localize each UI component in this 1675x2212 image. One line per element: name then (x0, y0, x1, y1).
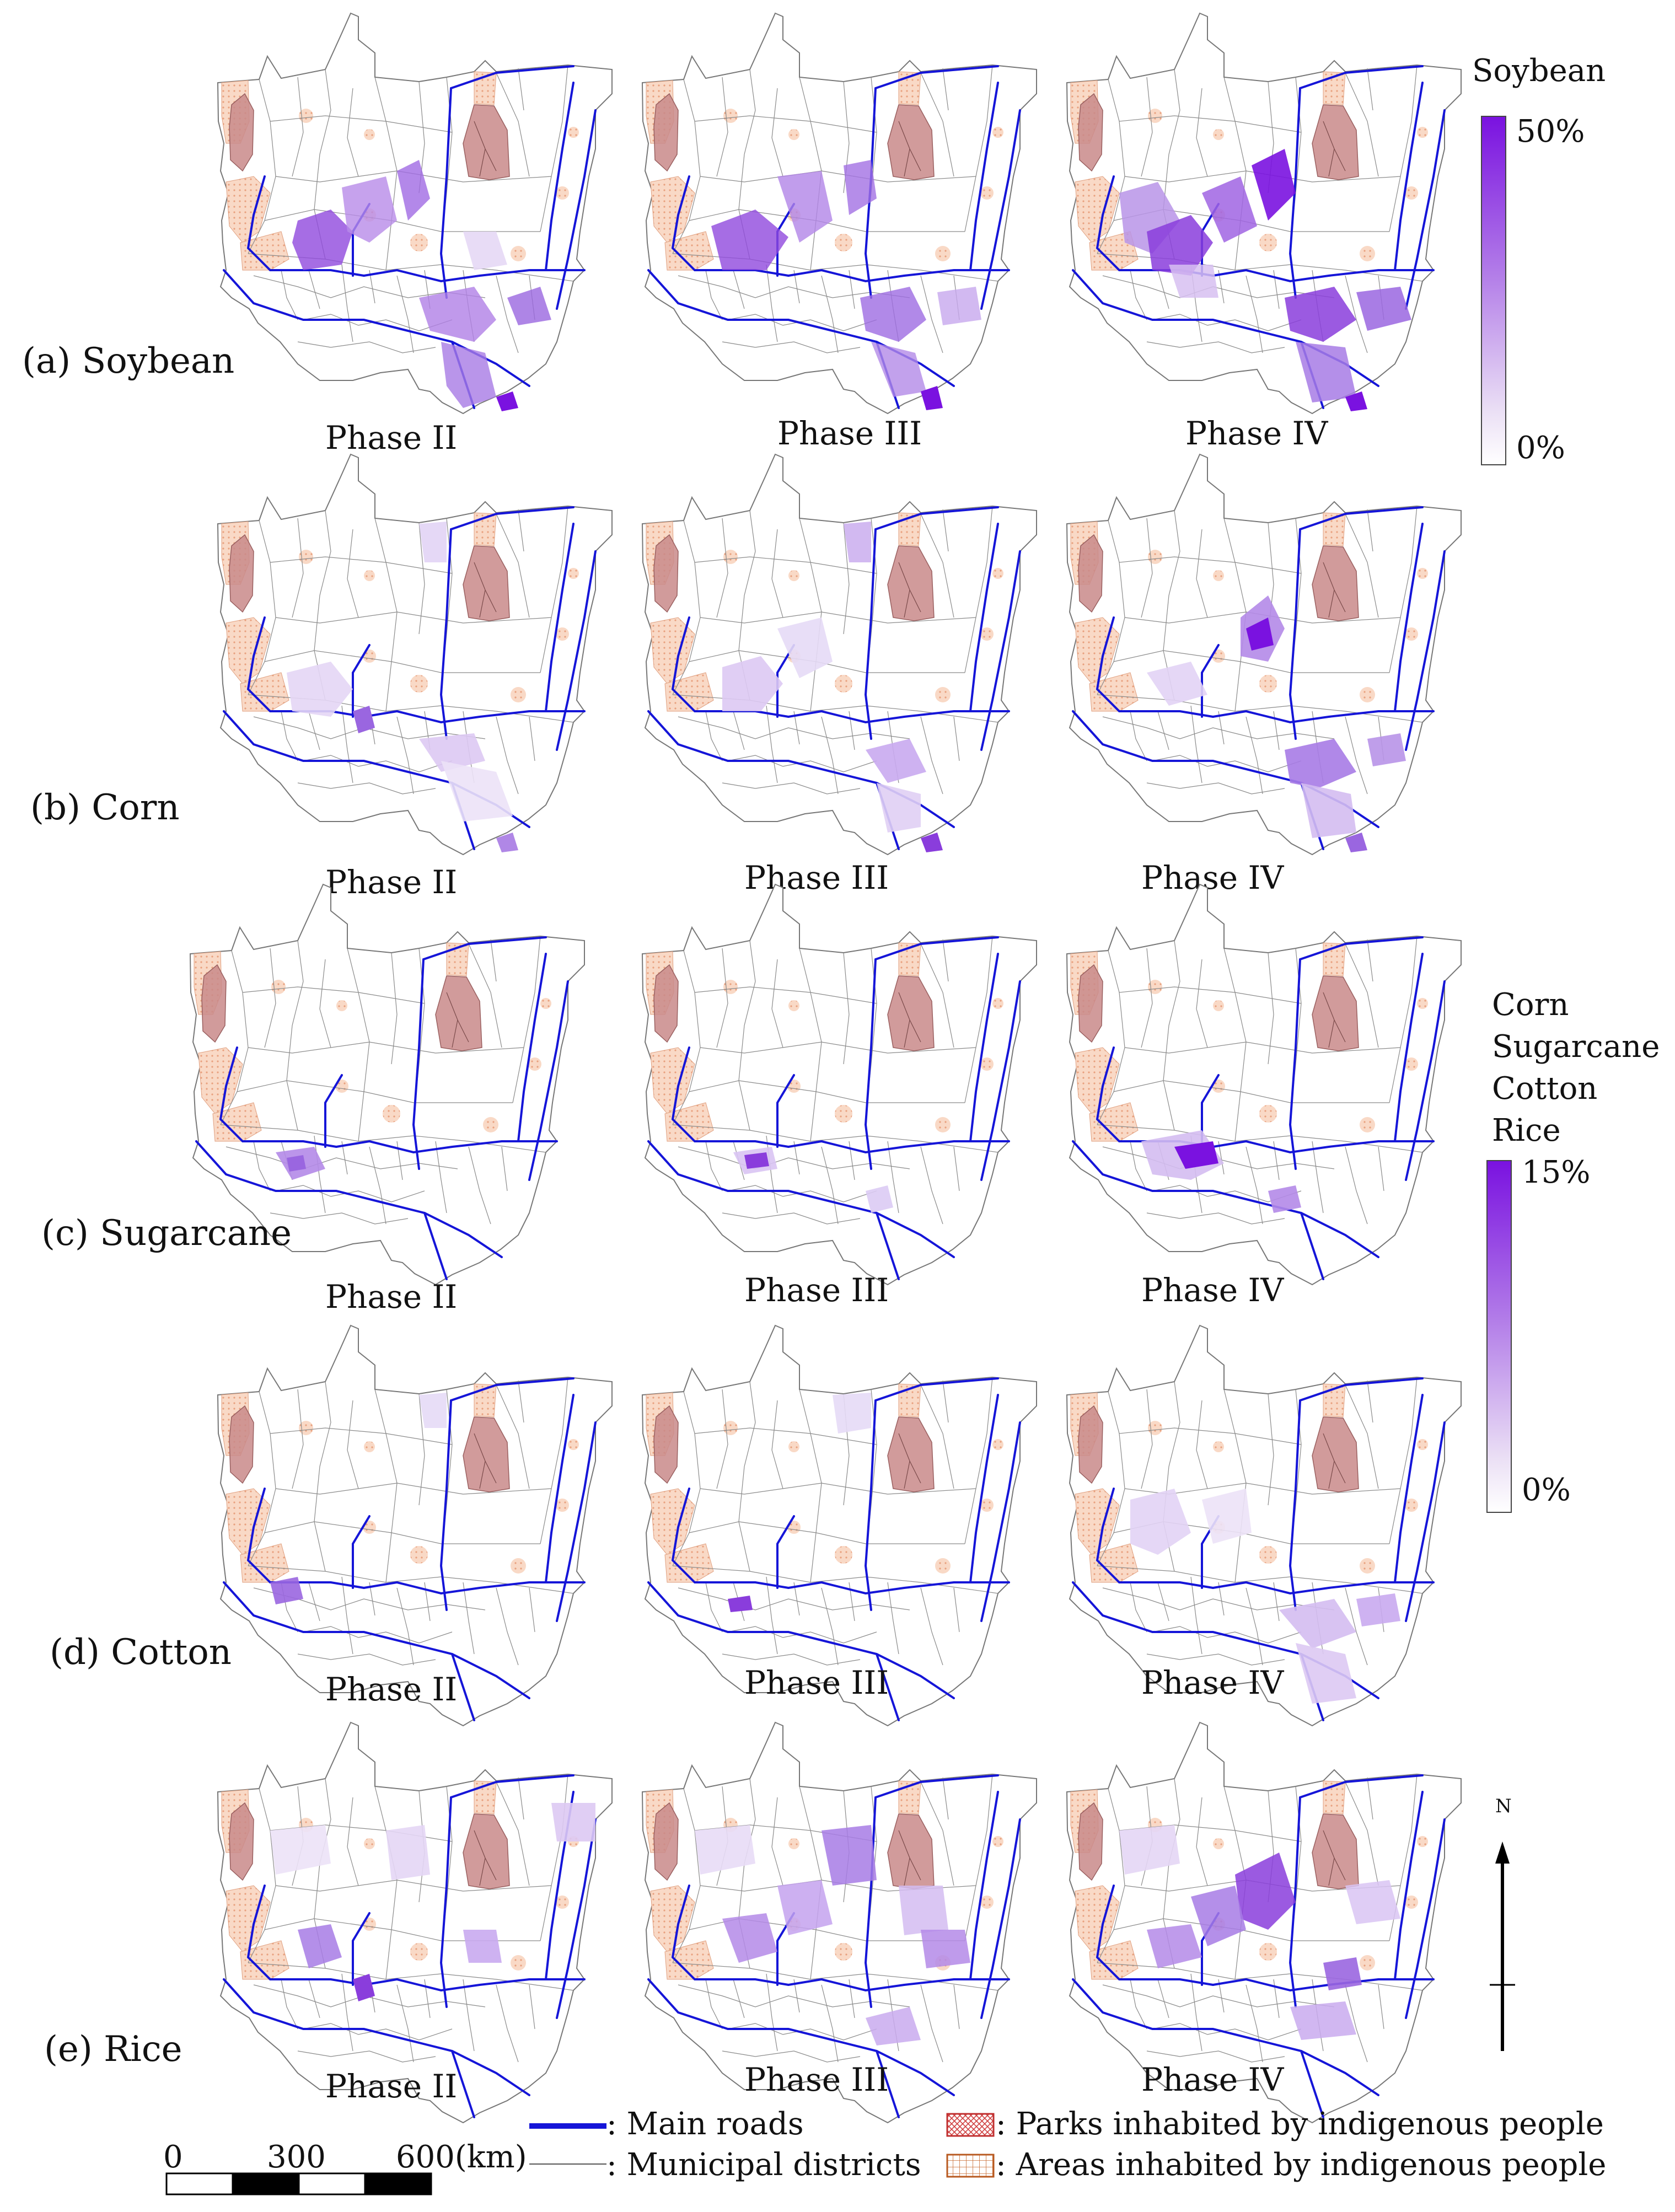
map-sugarcane-phase2 (160, 882, 590, 1290)
map-corn-phase2 (187, 452, 618, 860)
legend-title-cotton: Cotton (1492, 1071, 1598, 1107)
map-cotton-phase2 (187, 1323, 618, 1731)
legend-main-roads: : Main roads (606, 2106, 804, 2142)
legend-title-soybean: Soybean (1472, 53, 1606, 89)
legend-max-soybean: 50% (1516, 114, 1585, 149)
map-cotton-phase3 (612, 1323, 1042, 1731)
legend-min-others: 0% (1522, 1472, 1571, 1508)
map-corn-phase3 (612, 452, 1042, 860)
north-arrow (1483, 1825, 1522, 2057)
phase-label: Phase II (325, 1278, 458, 1316)
north-label: N (1495, 1795, 1512, 1817)
legend-title-corn: Corn (1492, 987, 1569, 1023)
map-rice-phase2 (187, 1720, 618, 2128)
row-label-soybean: (a) Soybean (22, 341, 235, 382)
main-roads-symbol (529, 2120, 606, 2132)
legend-areas: : Areas inhabited by indigenous people (996, 2147, 1607, 2183)
phase-label: Phase II (325, 863, 458, 901)
row-label-cotton: (d) Cotton (50, 1632, 232, 1673)
map-rice-phase3 (612, 1720, 1042, 2128)
legend-municipal: : Municipal districts (606, 2147, 921, 2183)
row-label-corn: (b) Corn (30, 787, 180, 828)
scale-label: 600(km) (396, 2139, 527, 2175)
phase-label: Phase III (777, 415, 922, 452)
colorbar-soybean (1481, 116, 1506, 465)
areas-symbol (946, 2154, 995, 2178)
map-soybean-phase4 (1037, 11, 1467, 419)
map-soybean-phase2 (187, 11, 618, 419)
parks-symbol (946, 2113, 995, 2137)
legend-min-soybean: 0% (1516, 430, 1565, 466)
colorbar-others (1486, 1160, 1512, 1513)
legend-title-rice: Rice (1492, 1113, 1561, 1148)
phase-label: Phase II (325, 2068, 458, 2105)
row-label-rice: (e) Rice (44, 2029, 182, 2070)
scale-bar (165, 2172, 441, 2197)
map-corn-phase4 (1037, 452, 1467, 860)
phase-label: Phase III (744, 2061, 889, 2098)
municipal-symbol (529, 2161, 606, 2167)
phase-label: Phase IV (1141, 2061, 1284, 2098)
map-cotton-phase4 (1037, 1323, 1467, 1731)
phase-label: Phase IV (1141, 859, 1284, 896)
legend-title-sugarcane: Sugarcane (1492, 1029, 1660, 1065)
map-rice-phase4 (1037, 1720, 1467, 2128)
scale-label: 300 (267, 2139, 326, 2175)
map-soybean-phase3 (612, 11, 1042, 419)
map-sugarcane-phase3 (612, 882, 1042, 1290)
scale-label: 0 (163, 2139, 183, 2175)
phase-label: Phase IV (1185, 415, 1328, 452)
row-label-sugarcane: (c) Sugarcane (41, 1213, 292, 1254)
phase-label: Phase III (744, 1271, 889, 1309)
legend-parks: : Parks inhabited by indigenous people (996, 2106, 1604, 2142)
legend-max-others: 15% (1522, 1155, 1591, 1190)
phase-label: Phase III (744, 859, 889, 896)
phase-label: Phase III (744, 1664, 889, 1701)
phase-label: Phase IV (1141, 1664, 1284, 1701)
phase-label: Phase IV (1141, 1271, 1284, 1309)
phase-label: Phase II (325, 1671, 458, 1708)
map-sugarcane-phase4 (1037, 882, 1467, 1290)
phase-label: Phase II (325, 419, 458, 457)
